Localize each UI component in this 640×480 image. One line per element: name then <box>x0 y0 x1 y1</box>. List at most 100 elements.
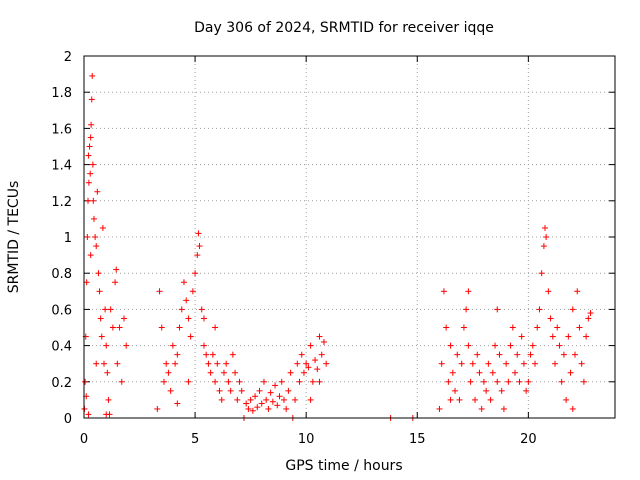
data-point <box>276 393 283 400</box>
data-point <box>296 378 303 385</box>
data-point <box>185 315 192 322</box>
data-point <box>305 364 312 371</box>
data-point <box>154 405 161 412</box>
y-tick-label: 0.8 <box>51 267 72 282</box>
chart-title: Day 306 of 2024, SRMTID for receiver iqq… <box>194 20 494 36</box>
data-point <box>583 333 590 340</box>
data-point <box>256 387 263 394</box>
data-point <box>552 360 559 367</box>
data-point <box>92 234 99 240</box>
data-point <box>120 315 127 322</box>
data-point <box>560 351 567 358</box>
data-point <box>316 333 323 340</box>
data-point <box>532 360 539 367</box>
data-point <box>107 306 114 313</box>
data-point <box>207 369 214 376</box>
data-point <box>318 351 325 358</box>
data-point <box>232 369 239 376</box>
data-point <box>514 351 521 358</box>
data-point <box>576 324 583 331</box>
data-point <box>225 378 232 385</box>
data-point <box>520 360 527 367</box>
data-point <box>440 288 447 295</box>
data-point <box>525 378 532 385</box>
data-point <box>494 378 501 385</box>
data-point <box>307 396 314 403</box>
data-point <box>86 143 93 150</box>
data-point <box>567 369 574 376</box>
data-point <box>443 324 450 331</box>
data-point <box>283 405 290 412</box>
data-point <box>269 398 276 405</box>
data-point <box>294 360 301 367</box>
data-point <box>84 234 91 240</box>
data-point <box>102 306 109 313</box>
data-point <box>534 324 541 331</box>
data-point <box>252 393 259 400</box>
data-point <box>103 411 110 418</box>
data-point <box>485 360 492 367</box>
data-point <box>189 288 196 295</box>
data-point <box>323 360 330 367</box>
y-tick-label: 1.2 <box>51 195 72 210</box>
x-tick-label: 20 <box>520 432 537 447</box>
data-point <box>509 324 516 331</box>
data-point <box>169 342 176 349</box>
data-point <box>467 378 474 385</box>
data-point <box>478 405 485 412</box>
data-point <box>82 378 89 385</box>
x-tick-label: 5 <box>191 432 199 447</box>
data-point <box>87 252 94 259</box>
x-tick-label: 10 <box>298 432 315 447</box>
data-point <box>113 266 120 273</box>
y-tick-label: 0.4 <box>51 340 72 355</box>
data-point <box>95 270 102 277</box>
data-point <box>483 387 490 394</box>
data-point <box>196 243 203 250</box>
data-point <box>447 342 454 349</box>
y-tick-label: 1.8 <box>51 86 72 101</box>
data-point <box>316 378 323 385</box>
data-point <box>245 405 252 412</box>
data-point <box>563 396 570 403</box>
data-point <box>569 405 576 412</box>
data-point <box>558 378 565 385</box>
data-point <box>287 369 294 376</box>
data-point <box>285 387 292 394</box>
data-point <box>447 396 454 403</box>
data-point <box>278 378 285 385</box>
data-point <box>156 288 163 295</box>
data-point <box>454 351 461 358</box>
data-point <box>220 369 227 376</box>
data-point <box>472 396 479 403</box>
data-point <box>445 378 452 385</box>
data-point <box>476 369 483 376</box>
data-point <box>227 387 234 394</box>
data-point <box>178 306 185 313</box>
data-point <box>214 360 221 367</box>
data-point <box>194 252 201 259</box>
data-point <box>307 342 314 349</box>
data-point <box>88 96 95 103</box>
data-point <box>249 407 256 414</box>
data-point <box>183 297 190 304</box>
data-point <box>265 405 272 412</box>
data-point <box>309 378 316 385</box>
data-point <box>320 338 327 345</box>
data-point <box>507 342 514 349</box>
data-point <box>496 351 503 358</box>
data-point <box>85 152 92 159</box>
data-point <box>463 306 470 313</box>
data-point <box>274 402 281 409</box>
data-point <box>438 360 445 367</box>
data-point <box>160 378 167 385</box>
y-tick-label: 1.4 <box>51 159 72 174</box>
data-point <box>195 230 202 237</box>
data-point <box>85 411 92 418</box>
data-point <box>503 360 510 367</box>
y-tick-label: 0.6 <box>51 303 72 318</box>
data-point <box>260 378 267 385</box>
data-point <box>280 396 287 403</box>
data-point <box>88 121 95 128</box>
